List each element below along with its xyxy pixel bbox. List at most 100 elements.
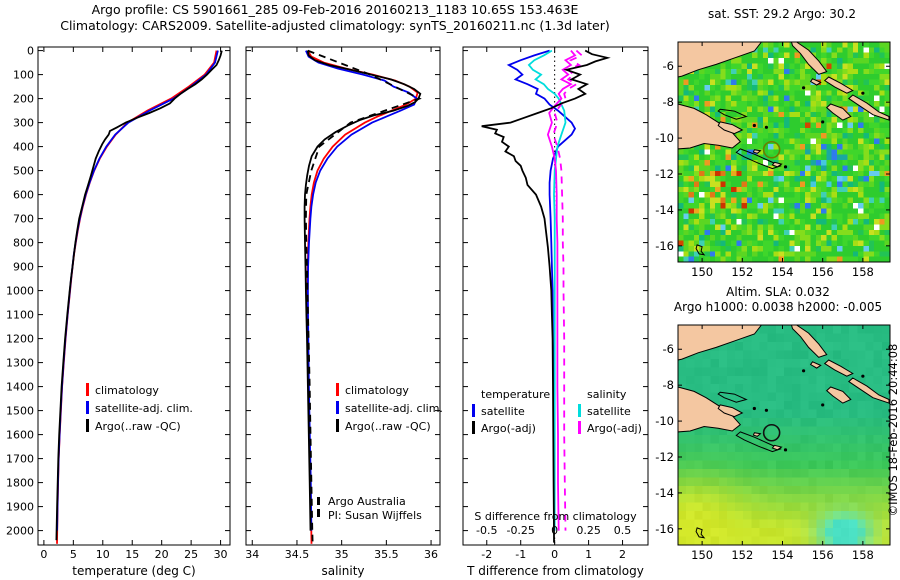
lon-tick-label: 154 — [772, 265, 794, 279]
sst-map-title: sat. SST: 29.2 Argo: 30.2 — [707, 7, 857, 21]
salinity-axes: 34 34.5 35 35.5 36 salinity — [245, 47, 440, 578]
note-line: Argo Australia — [328, 495, 406, 508]
legend-marker — [336, 383, 339, 396]
x-tick-label: 5 — [70, 548, 77, 561]
series-s-argo-adj — [546, 50, 577, 531]
land-santa-isabel — [847, 94, 890, 121]
lat-tick-label: -8 — [663, 378, 674, 392]
depth-tick-label: 1600 — [6, 429, 34, 442]
lat-tick-label: -6 — [663, 59, 674, 73]
s-axis-tick-label: -0.5 — [476, 524, 497, 537]
s-axis-label: S difference from climatology — [474, 510, 637, 523]
lon-tick-label: 154 — [772, 548, 794, 562]
sst_map-panel: 150 152 154 156 158 -6 -8 -10 -12 -14 -16 — [655, 41, 891, 279]
legend-marker — [86, 419, 89, 432]
note-marker — [317, 497, 320, 505]
float-position-marker — [762, 140, 781, 159]
depth-tick-label: 400 — [13, 141, 34, 154]
depth-tick-label: 900 — [13, 261, 34, 274]
islet — [861, 91, 865, 95]
islet — [783, 165, 788, 169]
legend-marker — [578, 404, 581, 417]
x-tick-label: -1 — [515, 548, 526, 561]
legend-label: satellite-adj. clim. — [345, 402, 443, 415]
legend-marker — [336, 401, 339, 414]
legend-label: satellite-adj. clim. — [95, 402, 193, 415]
sst_map-frame — [677, 41, 891, 263]
legend-label: satellite — [481, 405, 525, 418]
lon-tick-label: 158 — [852, 265, 874, 279]
imos-watermark: ©IMOS 18-Feb-2016 20:44:08 — [886, 343, 900, 517]
x-tick-label: 36 — [424, 548, 438, 561]
islet — [821, 120, 825, 124]
lat-tick-label: -14 — [655, 486, 674, 500]
land-d-entrecasteaux — [717, 404, 744, 418]
land-choiseul — [823, 359, 854, 377]
x-tick-label: 1 — [585, 548, 592, 561]
land-shortland — [809, 78, 822, 86]
legend-marker — [472, 404, 475, 417]
land-small-island-south — [695, 527, 706, 539]
depth-tick-label: 800 — [13, 237, 34, 250]
land-shortland — [809, 361, 822, 369]
page-title-line2: Climatology: CARS2009. Satellite-adjuste… — [60, 18, 610, 33]
temperature-plot-frame — [37, 46, 231, 546]
sla_map-coastlines — [677, 324, 890, 539]
depth-tick-label: 2000 — [6, 525, 34, 538]
islet — [752, 123, 756, 128]
series-argo-qc — [303, 50, 422, 531]
difference-panel: -2 -1 0 1 2 T difference from climatology temp… — [462, 46, 649, 578]
series-t-satellite — [506, 49, 577, 531]
land-louisiade-reef-outline — [735, 148, 782, 170]
depth-tick-label: 200 — [13, 93, 34, 106]
depth-tick-label: 1700 — [6, 453, 34, 466]
land-rossel — [771, 161, 783, 168]
land-new-britain — [677, 324, 763, 361]
islet — [783, 448, 788, 452]
land-new-georgia — [825, 103, 852, 121]
land-misima — [752, 432, 762, 437]
x-tick-label: 20 — [155, 548, 169, 561]
legend-label: climatology — [95, 384, 159, 397]
lon-tick-label: 150 — [691, 548, 713, 562]
salinity-panel: 34 34.5 35 35.5 36 salinity climatology satelli… — [245, 46, 443, 578]
legend-label: Argo(-adj) — [587, 422, 642, 435]
x-tick-label: 30 — [214, 548, 228, 561]
sla-caption-line1: Altim. SLA: 0.032 — [726, 285, 830, 299]
depth-tick-label: 700 — [13, 213, 34, 226]
depth-tick-label: 1300 — [6, 357, 34, 370]
note-line: PI: Susan Wijffels — [328, 509, 422, 522]
land-small-island-south — [695, 244, 706, 256]
temperature-x-axis-label: temperature (deg C) — [72, 564, 195, 578]
land-santa-isabel — [847, 377, 890, 404]
lat-tick-label: -16 — [655, 522, 674, 536]
lon-tick-label: 156 — [812, 548, 834, 562]
lat-tick-label: -6 — [663, 342, 674, 356]
lon-tick-label: 150 — [691, 265, 713, 279]
islet — [801, 369, 806, 373]
land-misima — [752, 149, 762, 154]
sst_map-coastlines — [677, 41, 890, 256]
sla_map-panel: 150 152 154 156 158 -6 -8 -10 -12 -14 -16 — [655, 324, 891, 562]
land-trobriand-reef-outline — [717, 391, 748, 403]
depth-tick-label: 1200 — [6, 333, 34, 346]
salinity-plot-frame — [245, 46, 441, 546]
depth-tick-label: 100 — [13, 69, 34, 82]
land-new-georgia — [825, 386, 852, 404]
legend-marker — [472, 421, 475, 434]
x-tick-label: 0 — [40, 548, 47, 561]
lat-tick-label: -12 — [655, 167, 674, 181]
lat-tick-label: -12 — [655, 450, 674, 464]
sla_map-field — [678, 325, 891, 546]
land-rossel — [771, 444, 783, 451]
series-s-satellite — [527, 49, 567, 531]
islet — [821, 403, 825, 407]
temperature-panel: 0 5 10 15 20 25 300100200300400500600700800900… — [6, 45, 231, 578]
lat-tick-label: -16 — [655, 239, 674, 253]
page-title-line1: Argo profile: CS 5901661_285 09-Feb-2016… — [91, 2, 579, 17]
legend-marker — [336, 419, 339, 432]
lat-tick-label: -10 — [655, 414, 674, 428]
temperature-axes: 0 5 10 15 20 25 300100200300400500600700800900… — [6, 45, 230, 578]
land-papua-peninsula — [677, 103, 742, 150]
x-tick-label: 2 — [619, 548, 626, 561]
